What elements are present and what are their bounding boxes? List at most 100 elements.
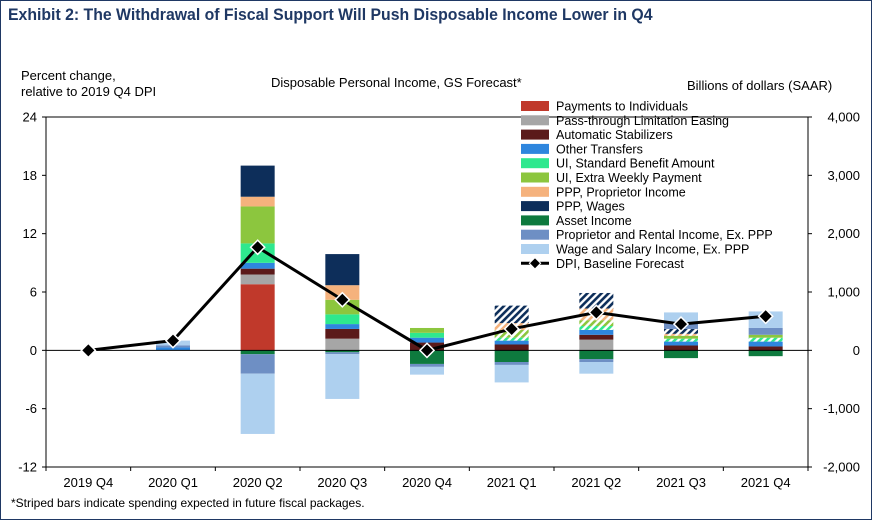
right-axis-label: Billions of dollars (SAAR) — [687, 78, 833, 93]
right-tick-label: 0 — [853, 343, 860, 358]
legend-swatch — [521, 215, 549, 226]
bar-segment — [240, 373, 275, 434]
bar-segment — [579, 329, 614, 335]
legend-label: Other Transfers — [556, 142, 643, 156]
legend-label: UI, Extra Weekly Payment — [556, 171, 702, 185]
left-axis-label-line2: relative to 2019 Q4 DPI — [21, 84, 157, 99]
bar-segment — [240, 206, 275, 244]
bar-segment — [664, 335, 698, 339]
bar-segment — [579, 334, 614, 340]
dpi-marker — [503, 320, 520, 338]
bar-segment — [494, 305, 529, 324]
bar-segment — [579, 362, 614, 374]
bar-segment — [325, 354, 360, 399]
bar-segment — [748, 337, 783, 342]
x-tick-label: 2021 Q3 — [656, 475, 706, 490]
x-tick-label: 2020 Q4 — [402, 475, 452, 490]
left-tick-label: 6 — [30, 285, 37, 300]
legend-swatch — [521, 143, 549, 154]
bar-segment — [325, 314, 360, 325]
bar-segment — [325, 350, 360, 353]
bar-segment — [748, 334, 783, 338]
right-tick-label: 2,000 — [827, 226, 860, 241]
dpi-marker — [757, 308, 774, 325]
legend-label: Asset Income — [556, 214, 632, 228]
legend-swatch — [521, 186, 549, 197]
bar-segment — [410, 337, 444, 343]
legend-label: DPI, Baseline Forecast — [556, 257, 684, 271]
right-tick-label: 1,000 — [827, 285, 860, 300]
bar-segment — [664, 350, 698, 359]
bar-segment — [325, 338, 360, 351]
legend-swatch — [521, 158, 549, 169]
bar-segment — [579, 339, 614, 351]
x-tick-label: 2021 Q1 — [487, 475, 537, 490]
dpi-marker — [672, 315, 690, 333]
legend-label: Pass-through Limitation Easing — [556, 114, 729, 128]
bar-segment — [494, 344, 529, 351]
left-tick-label: 12 — [23, 226, 37, 241]
right-tick-label: 3,000 — [827, 168, 860, 183]
x-tick-label: 2019 Q4 — [63, 475, 113, 490]
legend-swatch — [521, 101, 549, 111]
x-tick-label: 2020 Q1 — [148, 475, 198, 490]
legend-swatch — [521, 229, 549, 240]
dpi-marker — [80, 342, 97, 359]
bar-segment — [325, 324, 360, 329]
x-tick-label: 2021 Q4 — [741, 475, 791, 490]
bar-segment — [494, 362, 529, 365]
bar-segment — [240, 284, 275, 351]
dpi-marker — [418, 342, 436, 359]
bar-segment — [240, 354, 275, 374]
bar-segment — [325, 328, 360, 339]
right-tick-label: 4,000 — [827, 110, 860, 125]
legend-swatch — [521, 201, 549, 212]
legend-label: Proprietor and Rental Income, Ex. PPP — [556, 228, 773, 242]
bar-segment — [410, 366, 444, 375]
dpi-marker — [588, 304, 605, 321]
bar-segment — [664, 338, 698, 342]
left-tick-label: 18 — [23, 168, 37, 183]
bar-segment — [748, 341, 783, 347]
bar-segment — [748, 350, 783, 357]
legend-line-marker — [528, 256, 542, 270]
bar-segment — [325, 352, 360, 355]
bar-segment — [410, 363, 444, 367]
bar-segment — [240, 350, 275, 355]
bar-segment — [156, 347, 190, 351]
legend-swatch — [521, 129, 549, 140]
bar-segment — [494, 340, 529, 345]
bar-segment — [240, 196, 275, 207]
bar-segment — [494, 337, 529, 341]
bar-segment — [664, 345, 698, 351]
chart-title: Exhibit 2: The Withdrawal of Fiscal Supp… — [8, 5, 653, 24]
left-tick-label: 0 — [30, 343, 37, 358]
bar-segment — [664, 341, 698, 346]
x-tick-label: 2020 Q3 — [317, 475, 367, 490]
bar-segment — [240, 274, 275, 285]
dpi-marker — [249, 239, 266, 256]
legend-swatch — [521, 115, 549, 126]
left-tick-label: -6 — [25, 401, 37, 416]
bar-segment — [494, 364, 529, 383]
bar-segment — [748, 346, 783, 351]
bar-segment — [240, 262, 275, 269]
x-tick-label: 2021 Q2 — [571, 475, 621, 490]
legend-label: PPP, Proprietor Income — [556, 185, 686, 199]
legend-swatch — [521, 172, 549, 183]
x-tick-label: 2020 Q2 — [233, 475, 283, 490]
chart-subtitle: Disposable Personal Income, GS Forecast* — [271, 75, 522, 90]
dpi-marker — [334, 291, 351, 308]
legend-label: Automatic Stabilizers — [556, 128, 673, 142]
legend-label: Wage and Salary Income, Ex. PPP — [556, 243, 749, 257]
bar-segment — [240, 165, 275, 197]
bar-segment — [579, 350, 614, 360]
bar-segment — [240, 268, 275, 275]
legend-label: PPP, Wages — [556, 200, 625, 214]
bar-segment — [579, 326, 614, 330]
bar-segment — [579, 359, 614, 362]
legend-label: Payments to Individuals — [556, 100, 688, 114]
left-tick-label: 24 — [23, 110, 37, 125]
